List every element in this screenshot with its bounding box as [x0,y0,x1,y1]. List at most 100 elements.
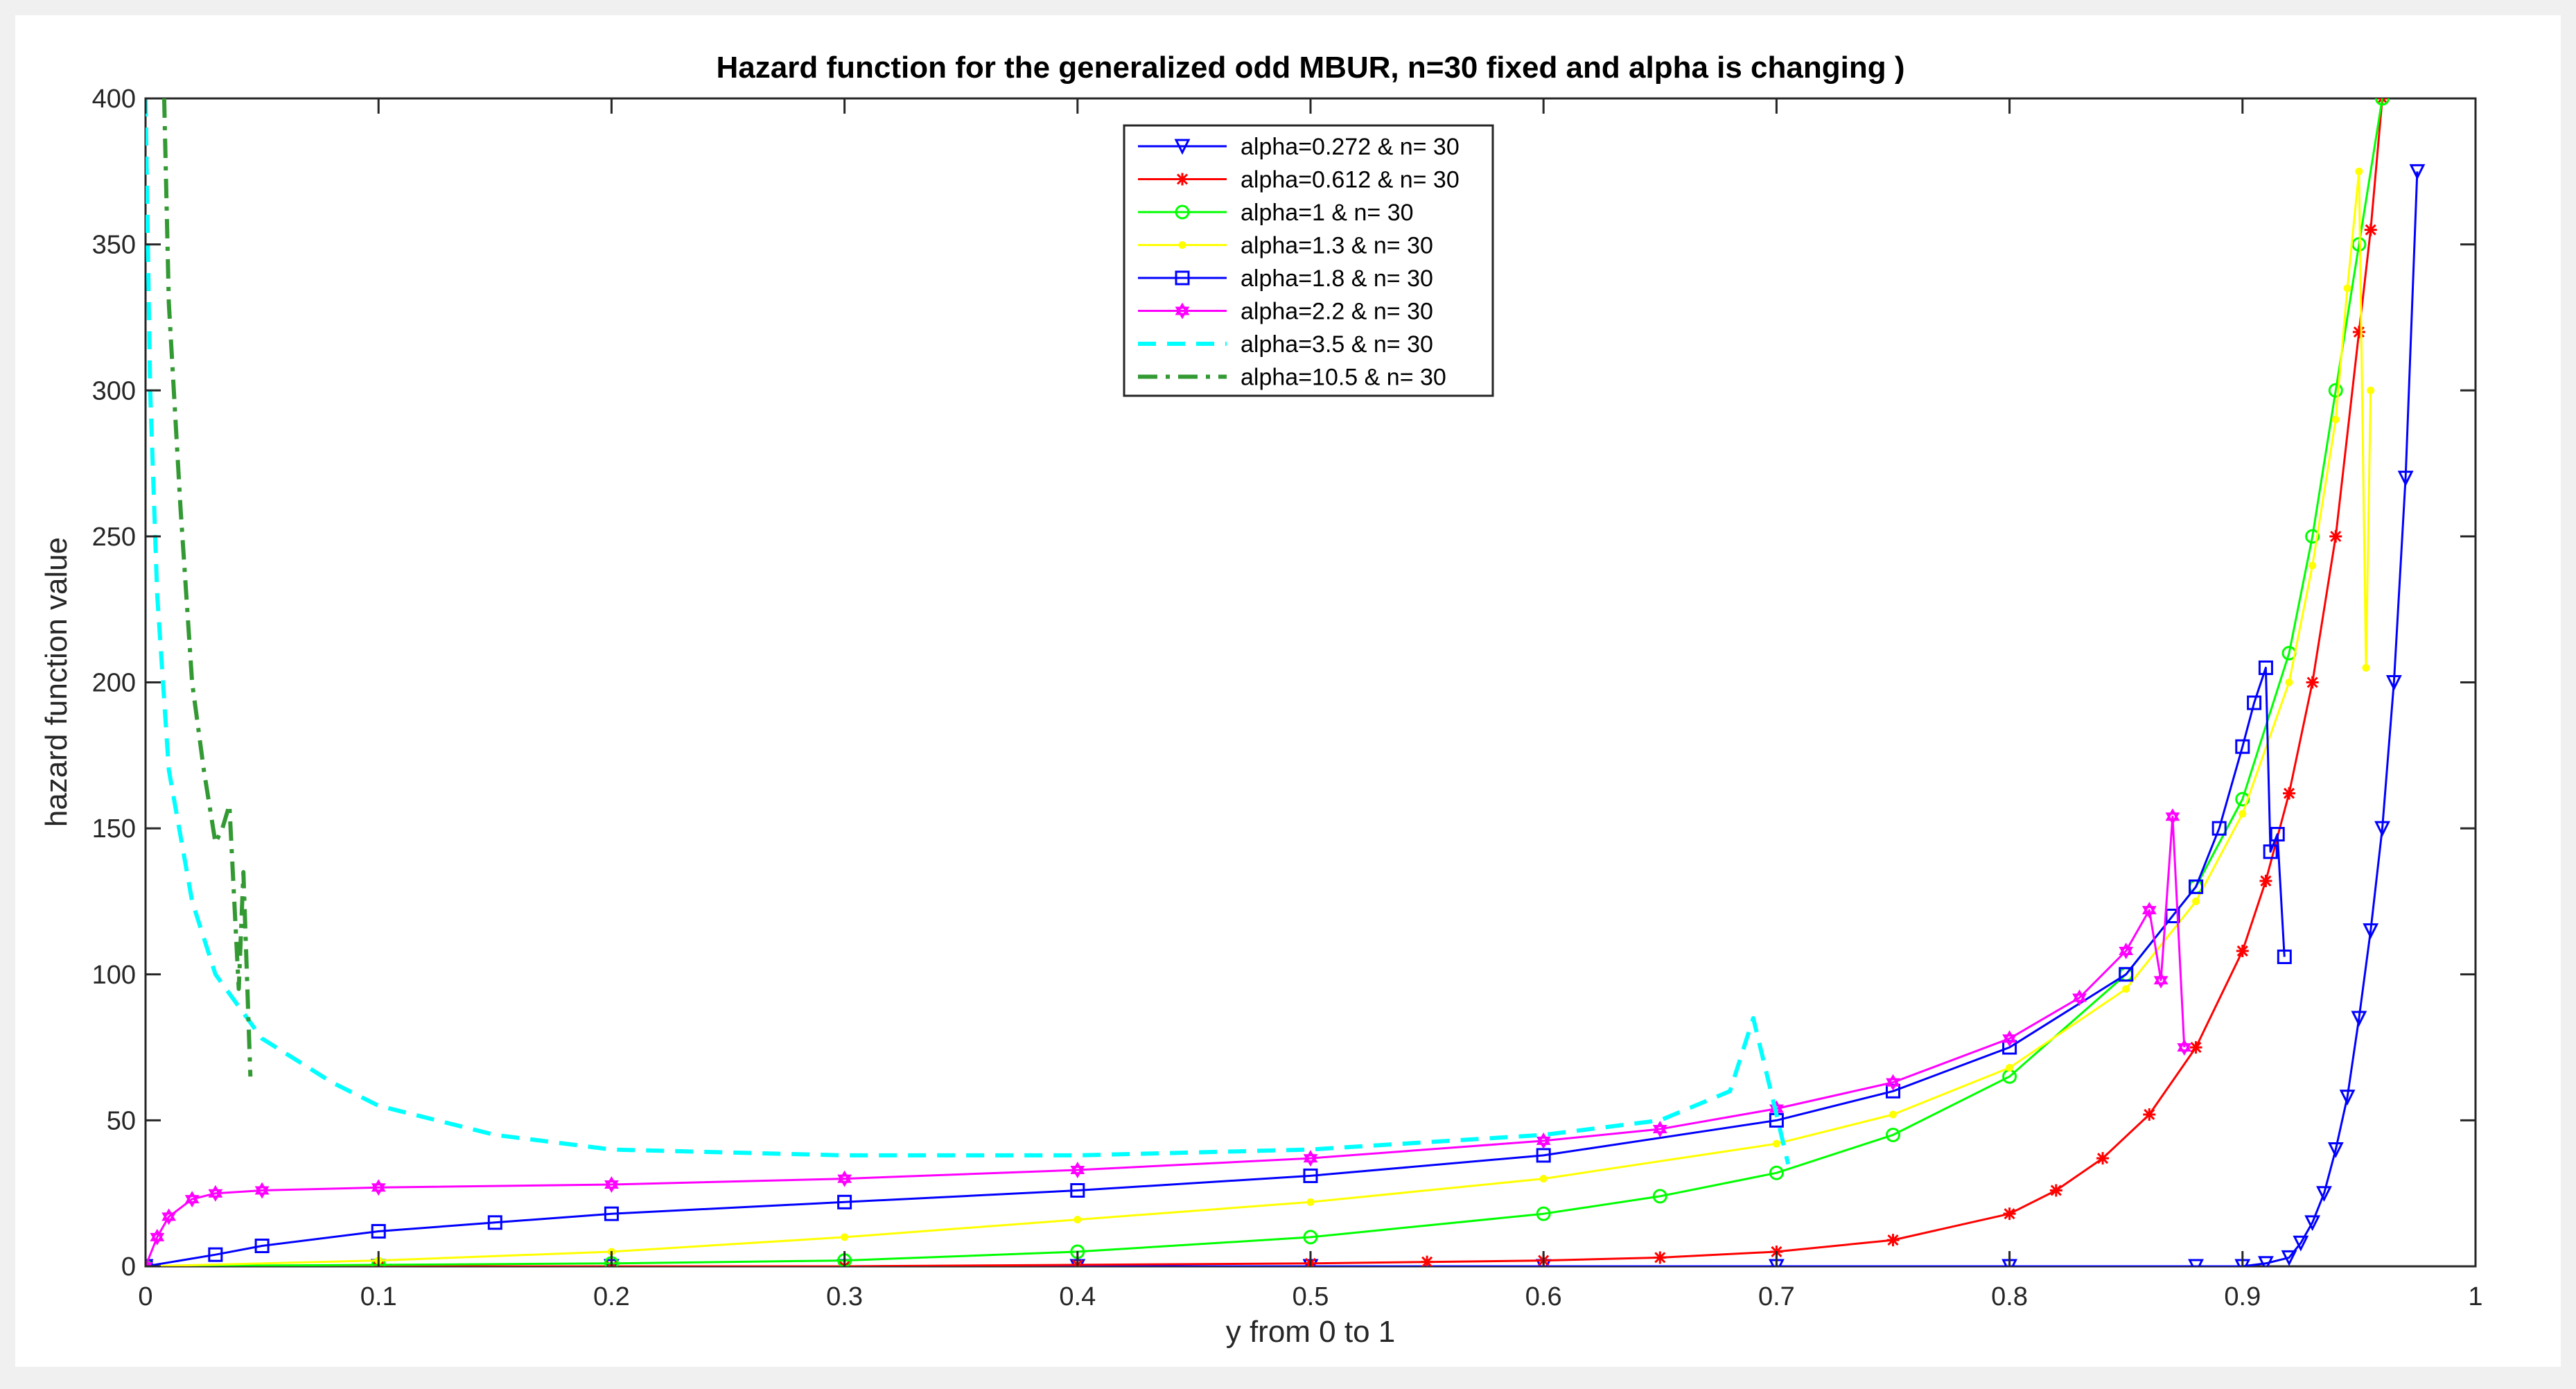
y-tick-label: 150 [92,814,136,844]
data-point [2339,1090,2356,1106]
legend-entry: alpha=1.8 & n= 30 [1138,265,1433,292]
data-point [150,1228,165,1246]
data-point [2355,167,2363,175]
series-line [146,815,2186,1266]
legend-entry: alpha=0.272 & n= 30 [1138,134,1460,160]
legend-entry: alpha=10.5 & n= 30 [1138,365,1446,391]
series-4 [146,167,2375,1266]
data-point [2316,1186,2332,1203]
data-point [1772,1139,1780,1148]
data-point [208,1247,223,1262]
data-point [2270,827,2285,842]
chart-title: Hazard function for the generalized odd … [717,51,1905,85]
legend-label: alpha=0.272 & n= 30 [1241,134,1460,160]
series-8 [161,98,253,1077]
y-tick-label: 300 [92,376,136,405]
data-point [2072,989,2087,1006]
data-point [1886,1234,1900,1247]
data-point [837,1194,852,1209]
data-point [2188,1259,2204,1266]
data-point [2327,1142,2344,1158]
data-point [2329,530,2342,543]
legend-marker [1174,139,1191,155]
x-tick-label: 0 [138,1282,152,1311]
legend-entry: alpha=3.5 & n= 30 [1138,331,1433,358]
data-point [2257,1256,2274,1266]
y-tick-label: 0 [121,1252,136,1282]
series-7 [146,98,1791,1165]
x-tick-label: 0.1 [360,1282,397,1311]
series-line [146,171,2419,1266]
data-point [2143,1108,2156,1121]
data-point [2258,660,2273,675]
data-point [2153,972,2168,989]
data-point [2351,1011,2367,1027]
data-point [841,1233,849,1241]
x-tick-label: 0.9 [2224,1282,2261,1311]
x-tick-label: 0.2 [593,1282,630,1311]
y-tick-label: 400 [92,85,136,114]
x-tick-label: 0.7 [1758,1282,1795,1311]
data-point [208,1185,223,1202]
data-point [2331,415,2340,423]
legend-entry: alpha=2.2 & n= 30 [1138,299,1433,325]
series-6 [146,808,2192,1266]
legend-label: alpha=0.612 & n= 30 [1241,167,1460,193]
data-point [2285,679,2293,686]
data-point [2049,1184,2062,1197]
legend-entry: alpha=1.3 & n= 30 [1138,233,1433,259]
data-point [2002,1030,2017,1047]
data-point [184,1191,200,1208]
data-point [254,1239,270,1254]
y-axis-label: hazard function value [40,537,73,827]
data-point [1886,1074,1900,1091]
data-point [2122,985,2130,993]
data-point [1074,1216,1082,1224]
data-point [2238,810,2247,818]
data-point [1536,1148,1551,1163]
data-point [1536,1132,1551,1149]
data-point [2006,1064,2014,1072]
data-point [2283,787,2296,800]
y-tick-label: 250 [92,523,136,552]
data-point [2247,695,2262,710]
data-point [161,1208,176,1225]
data-point [2236,945,2249,958]
data-point [1652,1121,1667,1137]
data-point [1652,1189,1667,1204]
legend-label: alpha=2.2 & n= 30 [1241,299,1433,325]
data-point [2363,923,2379,939]
legend-marker [1175,302,1190,320]
data-point [371,1223,386,1239]
y-tick-label: 350 [92,231,136,260]
data-point [2192,897,2200,905]
data-point [604,1206,619,1221]
legend: alpha=0.272 & n= 30 alpha=0.612 & n= 30 al… [1123,124,1494,397]
series-line [146,170,2372,1266]
data-point [2385,675,2402,691]
data-point [2375,98,2390,106]
y-tick-label: 100 [92,961,136,990]
data-point [1421,1255,1434,1266]
data-point [1654,1251,1667,1264]
legend-label: alpha=3.5 & n= 30 [1241,331,1433,358]
data-point [2293,1235,2309,1252]
data-point [487,1215,502,1230]
data-point [2259,874,2272,887]
series-line [146,666,2286,1266]
data-point [2189,1041,2202,1054]
data-point [2362,663,2370,672]
data-point [2119,943,2134,959]
legend-label: alpha=1.3 & n= 30 [1241,233,1433,259]
data-point [2263,844,2278,859]
data-point [1889,1110,1897,1119]
y-tick-label: 50 [107,1106,136,1135]
data-point [254,1182,270,1199]
legend-marker [1175,204,1190,220]
data-point [1769,1165,1784,1180]
legend-marker [1175,270,1190,286]
data-point [2305,529,2320,544]
data-point [2165,808,2180,825]
